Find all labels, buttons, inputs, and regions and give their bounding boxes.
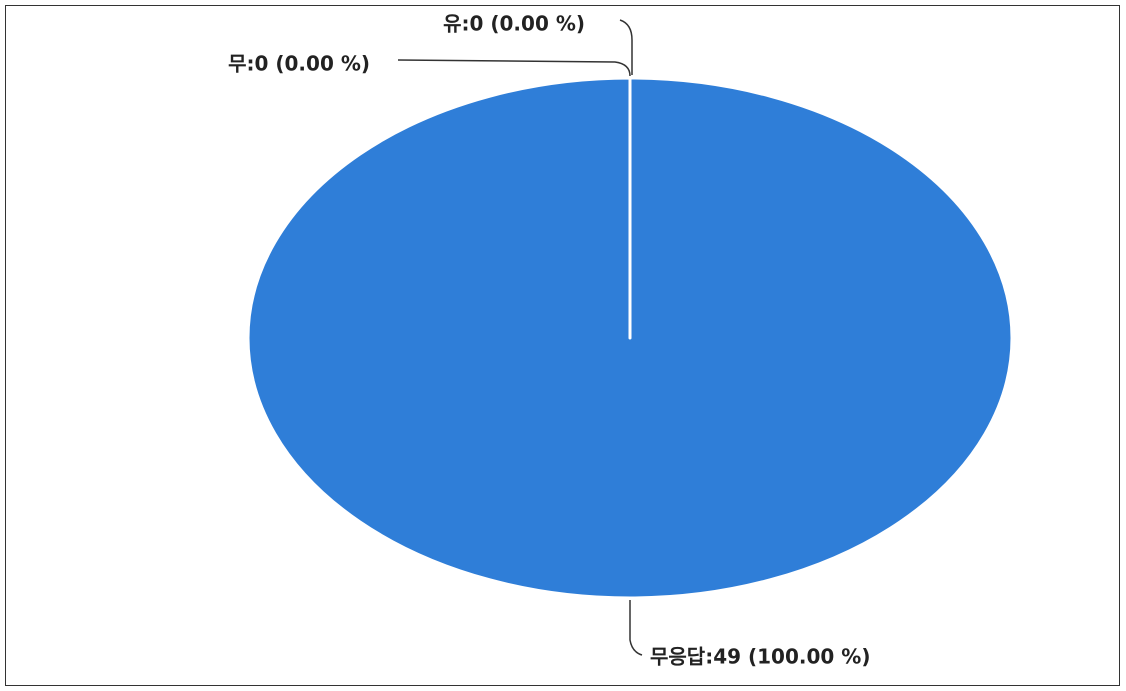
leader-line: [397, 59, 631, 77]
data-label: 무:0 (0.00 %): [228, 52, 370, 76]
data-label: 유:0 (0.00 %): [443, 12, 585, 36]
data-label: 무응답:49 (100.00 %): [650, 645, 870, 669]
pie-slice: [246, 76, 1014, 600]
leader-line: [619, 19, 633, 75]
leader-line: [629, 600, 643, 656]
